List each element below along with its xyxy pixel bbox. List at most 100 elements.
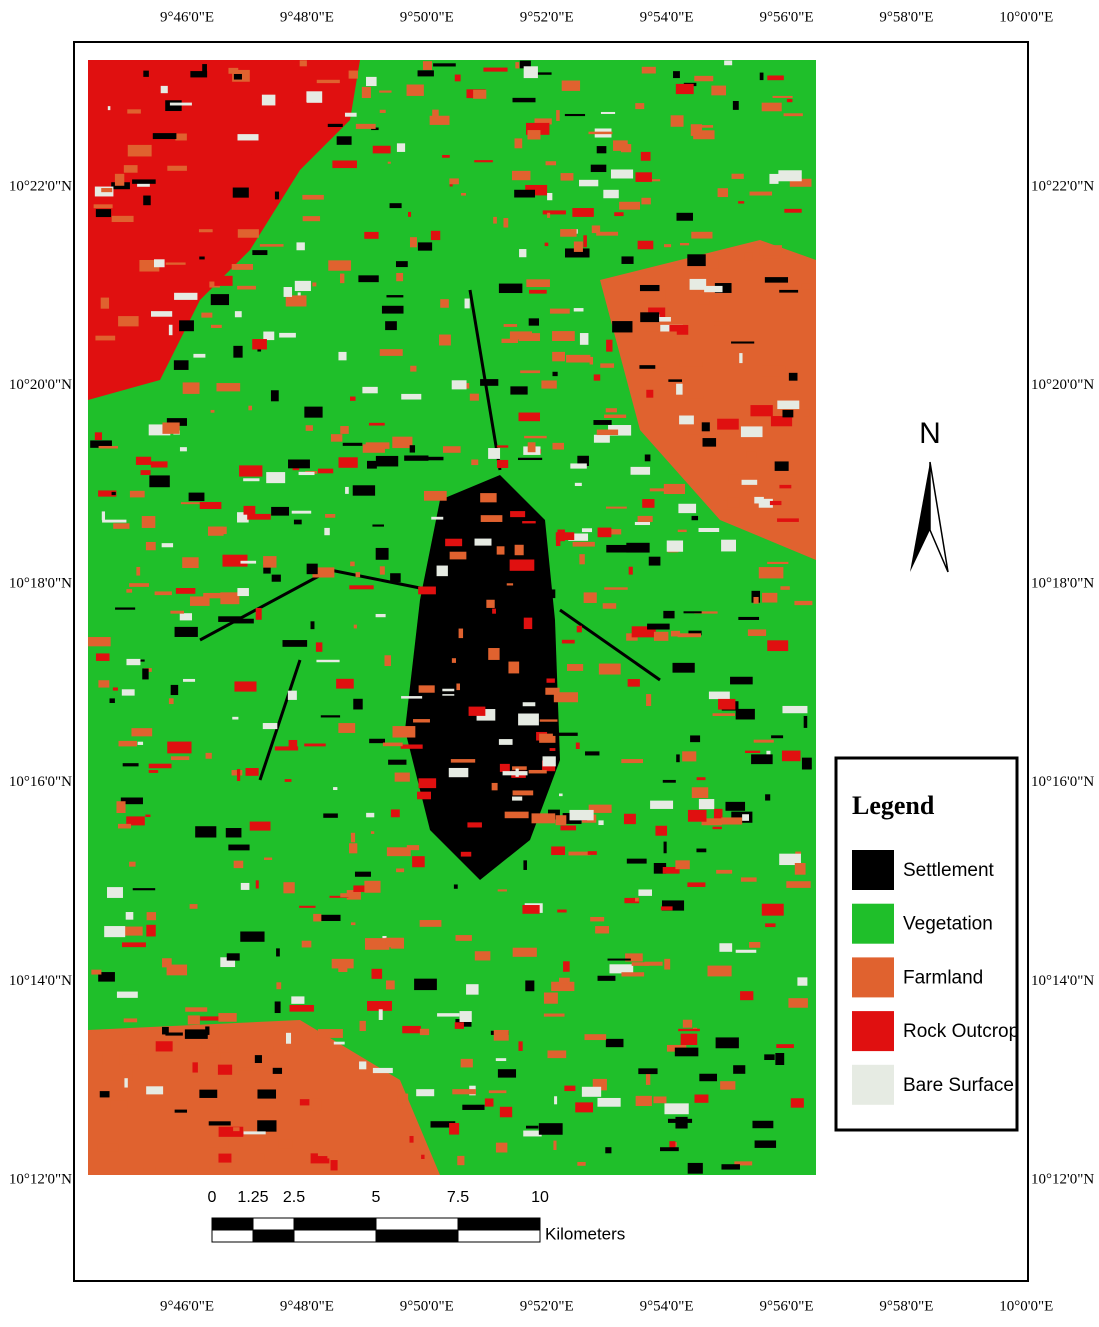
- raster-patch: [262, 95, 276, 106]
- raster-patch: [141, 470, 151, 475]
- raster-patch: [528, 442, 536, 452]
- longitude-label: 10°0'0"E: [999, 9, 1053, 25]
- raster-patch: [111, 231, 121, 235]
- raster-patch: [519, 413, 541, 422]
- raster-patch: [649, 557, 661, 566]
- raster-patch: [300, 60, 307, 66]
- raster-patch: [503, 771, 528, 775]
- raster-patch: [523, 702, 536, 706]
- raster-patch: [552, 443, 563, 450]
- raster-patch: [266, 472, 285, 483]
- legend-label: Settlement: [903, 860, 995, 881]
- raster-patch: [539, 1123, 563, 1135]
- raster-patch: [480, 493, 496, 502]
- raster-patch: [295, 281, 311, 291]
- raster-patch: [560, 825, 576, 830]
- raster-patch: [750, 405, 772, 416]
- raster-patch: [733, 101, 739, 110]
- raster-patch: [754, 497, 764, 504]
- raster-patch: [390, 203, 402, 208]
- raster-patch: [568, 852, 590, 856]
- legend-swatch: [852, 1065, 894, 1105]
- raster-patch: [776, 1044, 794, 1048]
- raster-patch: [545, 243, 549, 246]
- raster-patch: [704, 286, 722, 292]
- raster-patch: [570, 810, 594, 820]
- raster-patch: [401, 744, 423, 748]
- raster-patch: [557, 910, 566, 913]
- legend-swatch: [852, 850, 894, 890]
- raster-patch: [95, 432, 102, 440]
- raster-patch: [694, 76, 713, 81]
- scale-label: 0: [208, 1189, 217, 1206]
- raster-patch: [307, 564, 318, 575]
- raster-patch: [455, 75, 461, 82]
- raster-patch: [784, 209, 801, 213]
- raster-patch: [373, 146, 391, 154]
- raster-patch: [510, 386, 527, 394]
- raster-patch: [547, 193, 552, 200]
- raster-patch: [583, 235, 587, 247]
- raster-patch: [149, 770, 158, 773]
- raster-patch: [303, 216, 320, 221]
- longitude-label: 9°52'0"E: [520, 1298, 574, 1314]
- raster-patch: [129, 862, 135, 867]
- raster-patch: [638, 516, 653, 522]
- raster-patch: [782, 751, 801, 762]
- raster-patch: [290, 1005, 314, 1012]
- longitude-label: 9°46'0"E: [160, 9, 214, 25]
- land-cover-raster: [88, 60, 816, 1175]
- raster-patch: [721, 1164, 740, 1169]
- raster-patch: [117, 992, 138, 998]
- raster-patch: [369, 739, 385, 743]
- scale-segment: [253, 1230, 294, 1242]
- raster-patch: [351, 922, 355, 925]
- scale-segment: [458, 1230, 540, 1242]
- raster-patch: [636, 1096, 652, 1106]
- raster-patch: [237, 1067, 256, 1070]
- raster-patch: [688, 1163, 703, 1174]
- raster-patch: [635, 522, 650, 525]
- raster-patch: [720, 1081, 735, 1090]
- raster-patch: [98, 680, 109, 687]
- raster-patch: [732, 174, 744, 179]
- raster-patch: [461, 193, 466, 196]
- raster-patch: [350, 397, 356, 401]
- raster-patch: [470, 394, 479, 401]
- raster-patch: [738, 617, 759, 620]
- raster-patch: [156, 1041, 173, 1051]
- raster-patch: [454, 884, 458, 888]
- raster-patch: [635, 898, 639, 902]
- raster-patch: [180, 613, 192, 620]
- raster-patch: [113, 687, 118, 690]
- raster-patch: [465, 299, 470, 309]
- raster-patch: [474, 160, 493, 162]
- scale-segment: [212, 1218, 253, 1230]
- raster-patch: [423, 61, 432, 70]
- raster-patch: [103, 1053, 120, 1064]
- raster-patch: [795, 863, 806, 875]
- raster-patch: [802, 758, 812, 770]
- raster-patch: [351, 833, 355, 843]
- latitude-label: 10°20'0"N: [1031, 377, 1094, 393]
- raster-patch: [546, 161, 556, 165]
- latitude-label: 10°14'0"N: [9, 973, 72, 989]
- raster-patch: [699, 1074, 717, 1081]
- raster-patch: [364, 881, 380, 893]
- north-arrow: [910, 462, 930, 572]
- raster-patch: [275, 192, 279, 200]
- raster-patch: [366, 442, 390, 449]
- raster-patch: [692, 787, 708, 798]
- raster-patch: [449, 768, 469, 777]
- raster-patch: [416, 1089, 434, 1096]
- raster-patch: [99, 446, 118, 449]
- raster-patch: [123, 82, 128, 90]
- raster-patch: [560, 229, 576, 237]
- raster-patch: [350, 562, 354, 567]
- raster-patch: [199, 257, 204, 260]
- raster-patch: [239, 465, 262, 476]
- raster-patch: [387, 847, 411, 856]
- raster-patch: [786, 881, 810, 888]
- latitude-label: 10°18'0"N: [1031, 576, 1094, 592]
- raster-patch: [604, 415, 626, 418]
